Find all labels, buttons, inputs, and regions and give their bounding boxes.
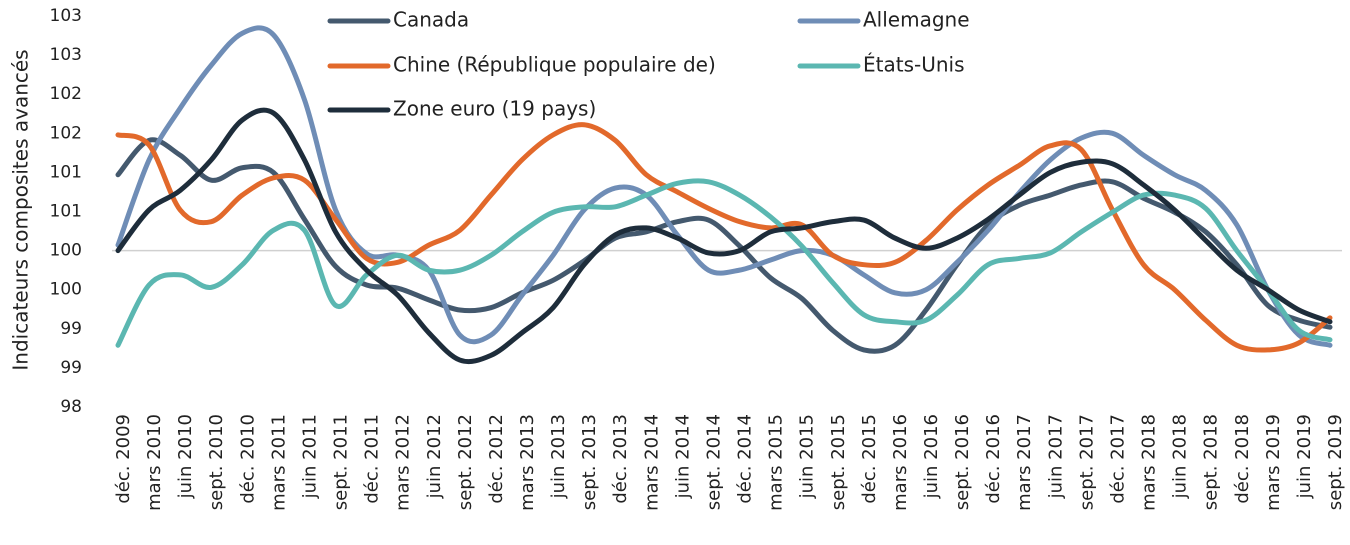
y-tick-label: 103 <box>50 6 82 26</box>
x-tick-label: juin 2018 <box>1170 414 1191 499</box>
x-tick-label: mars 2015 <box>766 414 787 511</box>
x-tick-label: sept. 2017 <box>1076 414 1097 510</box>
x-tick-label: sept. 2014 <box>703 414 724 510</box>
x-tick-label: déc. 2012 <box>486 414 507 504</box>
x-tick-label: déc. 2015 <box>859 414 880 504</box>
x-tick-label: mars 2013 <box>517 414 538 511</box>
y-tick-label: 100 <box>50 280 82 300</box>
x-tick-label: sept. 2016 <box>952 414 973 510</box>
x-tick-label: juin 2014 <box>672 414 693 499</box>
x-tick-label: déc. 2013 <box>610 414 631 504</box>
x-tick-label: juin 2019 <box>1294 414 1315 499</box>
x-tick-label: sept. 2010 <box>206 414 227 510</box>
x-tick-label: sept. 2011 <box>331 414 352 510</box>
x-tick-label: déc. 2011 <box>362 414 383 504</box>
x-tick-label: mars 2018 <box>1139 414 1160 511</box>
x-tick-label: juin 2011 <box>299 414 320 499</box>
x-tick-label: mars 2014 <box>641 414 662 511</box>
x-tick-label: juin 2017 <box>1045 414 1066 499</box>
x-tick-label: mars 2017 <box>1014 414 1035 511</box>
y-tick-label: 103 <box>50 45 82 65</box>
x-tick-label: déc. 2016 <box>983 414 1004 504</box>
x-tick-label: mars 2012 <box>393 414 414 511</box>
series-line <box>115 137 1333 354</box>
y-tick-label: 98 <box>60 397 82 417</box>
y-tick-label: 102 <box>50 84 82 104</box>
x-tick-label: déc. 2017 <box>1107 414 1128 504</box>
legend-label: Canada <box>393 8 469 32</box>
x-tick-label: sept. 2013 <box>579 414 600 510</box>
x-tick-label: juin 2013 <box>548 414 569 499</box>
y-axis-label: Indicateurs composites avancés <box>9 49 33 370</box>
y-tick-label: 100 <box>50 241 82 261</box>
x-tick-label: déc. 2018 <box>1232 414 1253 504</box>
x-tick-label: juin 2016 <box>921 414 942 499</box>
x-tick-label: mars 2016 <box>890 414 911 511</box>
y-tick-label: 101 <box>50 202 82 222</box>
y-tick-label: 99 <box>60 319 82 339</box>
x-tick-label: mars 2019 <box>1263 414 1284 511</box>
y-tick-label: 101 <box>50 162 82 182</box>
x-tick-label: déc. 2009 <box>113 414 134 504</box>
x-tick-label: mars 2010 <box>144 414 165 511</box>
x-tick-label: mars 2011 <box>268 414 289 511</box>
x-tick-label: déc. 2014 <box>735 414 756 504</box>
x-tick-label: juin 2015 <box>797 414 818 499</box>
series-line <box>115 25 1333 348</box>
y-tick-label: 102 <box>50 123 82 143</box>
series-line <box>115 178 1333 348</box>
x-tick-label: juin 2012 <box>424 414 445 499</box>
legend-label: Allemagne <box>863 8 970 32</box>
x-tick-label: déc. 2010 <box>237 414 258 504</box>
series-line <box>115 107 1333 365</box>
legend-label: Zone euro (19 pays) <box>393 97 596 121</box>
x-tick-label: sept. 2018 <box>1201 414 1222 510</box>
legend-label: États-Unis <box>863 53 965 77</box>
y-tick-label: 99 <box>60 358 82 378</box>
x-tick-label: sept. 2015 <box>828 414 849 510</box>
legend-label: Chine (République populaire de) <box>393 53 716 77</box>
x-tick-label: sept. 2012 <box>455 414 476 510</box>
x-tick-label: sept. 2019 <box>1325 414 1346 510</box>
x-tick-label: juin 2010 <box>175 414 196 499</box>
